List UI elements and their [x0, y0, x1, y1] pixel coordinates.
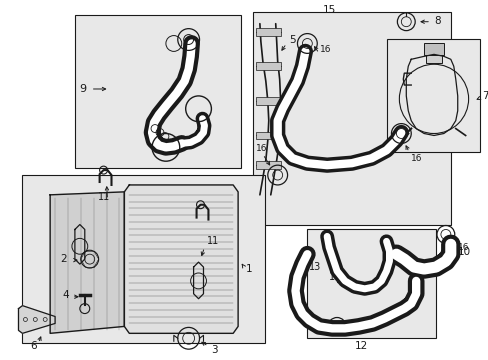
- Text: 15: 15: [322, 5, 335, 15]
- Bar: [255, 28, 280, 36]
- Text: 8: 8: [433, 16, 440, 26]
- Bar: [255, 131, 280, 139]
- Text: 14: 14: [328, 272, 341, 282]
- Bar: [252, 12, 450, 225]
- Text: 2: 2: [60, 254, 66, 264]
- Text: 12: 12: [354, 341, 367, 351]
- Bar: [386, 39, 480, 152]
- Text: 3: 3: [211, 345, 218, 355]
- Text: 9: 9: [79, 84, 86, 94]
- Text: 16: 16: [320, 45, 331, 54]
- Polygon shape: [50, 192, 124, 333]
- Bar: [255, 62, 280, 70]
- Bar: [423, 44, 443, 55]
- Text: 7: 7: [482, 91, 488, 101]
- Bar: [75, 15, 241, 168]
- Text: 16: 16: [457, 243, 468, 252]
- Text: 10: 10: [457, 247, 470, 257]
- Text: 11: 11: [206, 236, 218, 246]
- Text: 6: 6: [30, 341, 37, 351]
- Bar: [307, 229, 435, 338]
- Text: 13: 13: [309, 262, 321, 272]
- Text: 16: 16: [410, 154, 422, 163]
- Bar: [255, 161, 280, 169]
- Text: 1: 1: [245, 264, 252, 274]
- Text: 4: 4: [62, 290, 68, 300]
- Bar: [22, 175, 264, 343]
- Text: 11: 11: [98, 192, 110, 202]
- Bar: [255, 97, 280, 105]
- Bar: [257, 91, 281, 109]
- Text: 5: 5: [289, 35, 296, 45]
- Polygon shape: [124, 185, 238, 333]
- Polygon shape: [19, 306, 55, 333]
- Text: 16: 16: [255, 144, 267, 153]
- Bar: [425, 51, 441, 63]
